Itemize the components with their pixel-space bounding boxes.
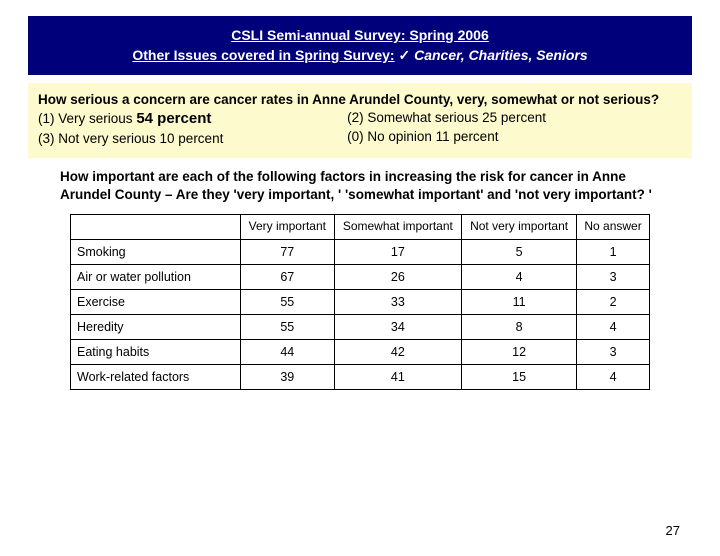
cell: 55 [241,315,335,340]
table-body: Smoking 77 17 5 1 Air or water pollution… [71,240,650,390]
cell: 11 [462,290,577,315]
table-row: Heredity 55 34 8 4 [71,315,650,340]
col-header-somewhat: Somewhat important [334,215,461,240]
cell: 39 [241,365,335,390]
row-label: Air or water pollution [71,265,241,290]
cell: 2 [577,290,650,315]
row-label: Heredity [71,315,241,340]
question-1-box: How serious a concern are cancer rates i… [28,83,692,158]
cell: 67 [241,265,335,290]
cell: 55 [241,290,335,315]
cell: 5 [462,240,577,265]
title-text: CSLI Semi-annual Survey: Spring 2006 [231,27,489,43]
cell: 4 [577,315,650,340]
page-number: 27 [666,523,680,538]
table-header-row: Very important Somewhat important Not ve… [71,215,650,240]
table-row: Eating habits 44 42 12 3 [71,340,650,365]
col-header-noanswer: No answer [577,215,650,240]
question-2-text: How important are each of the following … [60,168,660,204]
cell: 77 [241,240,335,265]
answer-2: (2) Somewhat serious 25 percent [347,109,682,127]
row-label: Work-related factors [71,365,241,390]
risk-factors-table: Very important Somewhat important Not ve… [70,214,650,390]
risk-factors-table-wrap: Very important Somewhat important Not ve… [70,214,650,390]
cell: 3 [577,340,650,365]
answer-1: (1) Very serious 54 percent [38,109,347,129]
cell: 4 [577,365,650,390]
table-row: Smoking 77 17 5 1 [71,240,650,265]
cell: 15 [462,365,577,390]
table-head: Very important Somewhat important Not ve… [71,215,650,240]
cell: 44 [241,340,335,365]
cell: 12 [462,340,577,365]
table-row: Exercise 55 33 11 2 [71,290,650,315]
cell: 26 [334,265,461,290]
slide-header: CSLI Semi-annual Survey: Spring 2006 Oth… [28,16,692,75]
row-label: Exercise [71,290,241,315]
subtitle-pre: Other Issues covered in Spring Survey: [132,47,394,63]
col-header-very: Very important [241,215,335,240]
cell: 17 [334,240,461,265]
cell: 42 [334,340,461,365]
answer-1-value: 54 percent [136,110,211,127]
question-1-answers: (1) Very serious 54 percent (3) Not very… [38,109,682,147]
table-row: Work-related factors 39 41 15 4 [71,365,650,390]
answer-3: (3) Not very serious 10 percent [38,130,347,148]
col-header-notvery: Not very important [462,215,577,240]
cell: 8 [462,315,577,340]
cell: 4 [462,265,577,290]
table-row: Air or water pollution 67 26 4 3 [71,265,650,290]
header-subtitle: Other Issues covered in Spring Survey: ✓… [48,46,672,66]
header-title: CSLI Semi-annual Survey: Spring 2006 [48,26,672,46]
subtitle-post: Cancer, Charities, Seniors [414,47,588,63]
answer-0: (0) No opinion 11 percent [347,128,682,146]
question-1-text: How serious a concern are cancer rates i… [38,91,682,109]
cell: 41 [334,365,461,390]
cell: 34 [334,315,461,340]
row-label: Smoking [71,240,241,265]
check-icon: ✓ [398,47,410,63]
answer-1-label: (1) Very serious [38,111,133,126]
cell: 3 [577,265,650,290]
cell: 1 [577,240,650,265]
cell: 33 [334,290,461,315]
answers-left: (1) Very serious 54 percent (3) Not very… [38,109,347,147]
col-header-blank [71,215,241,240]
row-label: Eating habits [71,340,241,365]
answers-right: (2) Somewhat serious 25 percent (0) No o… [347,109,682,147]
